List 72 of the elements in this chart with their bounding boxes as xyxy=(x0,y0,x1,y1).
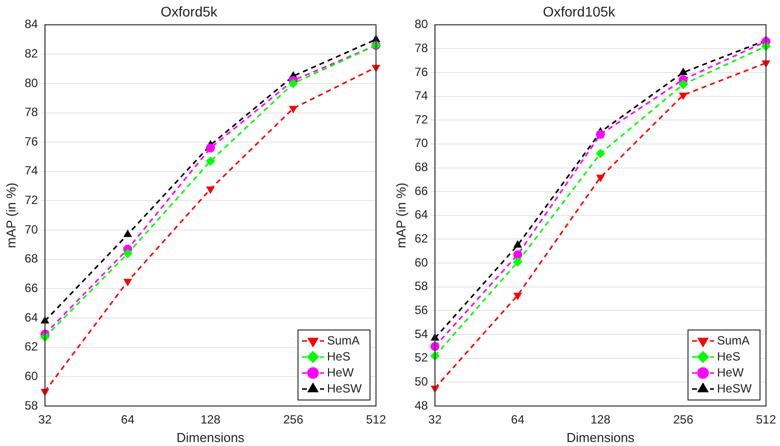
y-tick-label: 74 xyxy=(24,164,38,178)
y-tick-label: 52 xyxy=(414,350,428,365)
y-tick-label: 58 xyxy=(24,398,38,412)
point xyxy=(514,240,522,248)
point xyxy=(206,186,214,194)
y-tick-label: 76 xyxy=(24,134,38,148)
y-tick-label: 60 xyxy=(24,368,38,383)
point xyxy=(124,230,132,237)
y-tick-label: 80 xyxy=(24,76,38,90)
y-tick-label: 72 xyxy=(24,193,38,208)
x-axis-title: Dimensions xyxy=(176,430,245,445)
point xyxy=(123,249,132,258)
y-tick-label: 70 xyxy=(24,222,38,236)
y-tick-label: 74 xyxy=(414,88,428,103)
point xyxy=(288,78,298,88)
legend-label: HeW xyxy=(717,365,744,380)
point xyxy=(124,278,132,286)
point xyxy=(679,68,688,75)
y-tick-label: 48 xyxy=(414,398,428,412)
y-tick-label: 76 xyxy=(414,64,428,79)
legend-label: HeSW xyxy=(327,381,362,396)
chart-title: Oxford5k xyxy=(160,3,218,20)
point xyxy=(596,174,604,182)
legend-label: SumA xyxy=(327,333,360,348)
y-tick-label: 50 xyxy=(414,374,428,388)
legend-label: SumA xyxy=(717,333,750,348)
y-tick-label: 68 xyxy=(414,160,428,174)
y-tick-label: 80 xyxy=(414,17,428,32)
y-tick-label: 54 xyxy=(414,326,428,341)
y-tick-label: 64 xyxy=(414,208,428,222)
y-tick-label: 78 xyxy=(24,105,38,120)
y-tick-label: 56 xyxy=(414,303,428,318)
y-tick-label: 62 xyxy=(414,232,428,246)
x-tick-label: 64 xyxy=(511,412,525,427)
point xyxy=(289,106,298,113)
x-tick-label: 256 xyxy=(283,412,304,427)
y-tick-label: 78 xyxy=(414,40,428,55)
legend-label: HeS xyxy=(717,349,740,364)
point xyxy=(678,80,688,89)
y-tick-label: 62 xyxy=(24,340,38,354)
x-tick-label: 128 xyxy=(590,412,611,427)
legend-label: HeSW xyxy=(717,381,752,396)
x-axis-title: Dimensions xyxy=(566,430,635,445)
x-tick-label: 32 xyxy=(38,412,52,427)
legend-label: HeW xyxy=(327,365,354,380)
y-tick-label: 84 xyxy=(24,17,38,32)
point xyxy=(596,148,605,158)
chart-title: Oxford105k xyxy=(542,3,616,20)
point xyxy=(206,156,215,166)
x-tick-label: 128 xyxy=(200,412,221,427)
y-axis-title: mAP (in %) xyxy=(393,182,408,248)
y-tick-label: 66 xyxy=(24,281,38,296)
y-tick-label: 60 xyxy=(414,255,428,270)
point xyxy=(679,92,688,100)
x-tick-label: 256 xyxy=(673,412,694,427)
y-tick-label: 58 xyxy=(414,279,428,294)
y-axis-title: mAP (in %) xyxy=(3,182,18,248)
x-tick-label: 32 xyxy=(428,412,442,427)
x-tick-label: 64 xyxy=(121,412,135,427)
point xyxy=(513,257,522,266)
y-tick-label: 68 xyxy=(24,252,38,266)
point xyxy=(206,143,215,152)
point xyxy=(514,292,522,300)
x-tick-label: 512 xyxy=(756,412,776,427)
y-tick-label: 70 xyxy=(414,136,428,150)
point xyxy=(596,130,605,139)
legend-label: HeS xyxy=(327,349,350,364)
x-tick-label: 512 xyxy=(366,412,386,427)
y-tick-label: 66 xyxy=(414,184,428,198)
y-tick-label: 82 xyxy=(24,46,38,60)
y-tick-label: 64 xyxy=(24,310,38,324)
y-tick-label: 72 xyxy=(414,112,428,126)
